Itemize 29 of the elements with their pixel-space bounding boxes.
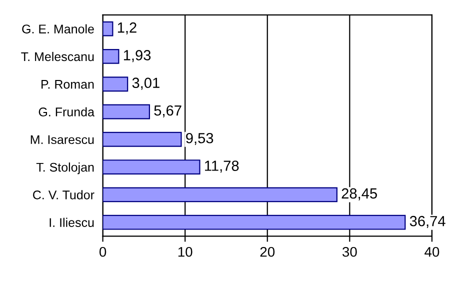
data-label: 5,67 xyxy=(154,105,182,118)
x-tick-label: 30 xyxy=(342,246,357,257)
bar xyxy=(102,21,114,36)
y-tick-label: I. Iliescu xyxy=(50,218,94,227)
y-tick-label: C. V. Tudor xyxy=(33,190,94,200)
data-label: 11,78 xyxy=(205,160,239,173)
data-label: 1,2 xyxy=(118,22,136,34)
bar xyxy=(102,214,406,230)
bar xyxy=(102,104,150,120)
bar xyxy=(102,132,182,147)
y-tick-label: G. E. Manole xyxy=(22,24,94,34)
data-label: 28,45 xyxy=(342,188,377,200)
data-label: 1,93 xyxy=(124,50,151,62)
x-tick-label: 10 xyxy=(178,246,192,257)
y-tick-label: T. Stolojan xyxy=(36,162,94,174)
y-tick-label: T. Melescanu xyxy=(21,52,94,62)
x-tick-label: 20 xyxy=(260,246,275,257)
bar xyxy=(102,160,200,175)
bar xyxy=(102,76,128,92)
data-label: 3,01 xyxy=(132,78,160,90)
data-label: 9,53 xyxy=(186,132,214,146)
bar xyxy=(102,48,120,64)
x-tick-label: 40 xyxy=(424,246,440,257)
y-tick-label: P. Roman xyxy=(42,80,94,89)
data-label: 36,74 xyxy=(410,216,446,228)
y-tick-label: M. Isarescu xyxy=(30,135,94,144)
x-tick-label: 0 xyxy=(99,246,106,257)
bar xyxy=(102,187,338,202)
y-tick-label: G. Frunda xyxy=(38,107,94,116)
